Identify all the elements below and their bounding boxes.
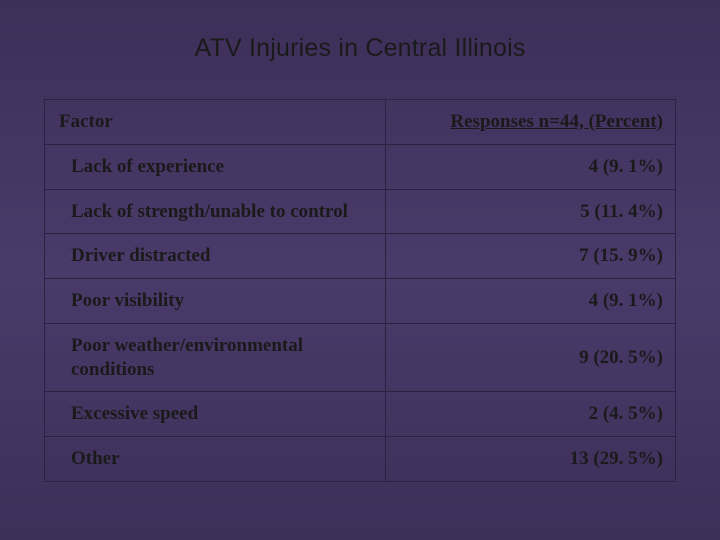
table-row: Poor weather/environmental conditions 9 …	[45, 323, 676, 392]
value-cell: 7 (15. 9%)	[385, 234, 675, 279]
factor-cell: Excessive speed	[45, 392, 386, 437]
value-cell: 2 (4. 5%)	[385, 392, 675, 437]
factor-cell: Driver distracted	[45, 234, 386, 279]
table-row: Other 13 (29. 5%)	[45, 437, 676, 482]
factor-cell: Poor weather/environmental conditions	[45, 323, 386, 392]
value-cell: 13 (29. 5%)	[385, 437, 675, 482]
factor-cell: Lack of strength/unable to control	[45, 189, 386, 234]
value-cell: 9 (20. 5%)	[385, 323, 675, 392]
factors-table: Factor Responses n=44, (Percent) Lack of…	[44, 99, 676, 482]
column-header-factor: Factor	[45, 100, 386, 145]
column-header-responses: Responses n=44, (Percent)	[385, 100, 675, 145]
table-row: Lack of strength/unable to control 5 (11…	[45, 189, 676, 234]
table-header-row: Factor Responses n=44, (Percent)	[45, 100, 676, 145]
value-cell: 4 (9. 1%)	[385, 279, 675, 324]
factor-cell: Poor visibility	[45, 279, 386, 324]
value-cell: 4 (9. 1%)	[385, 144, 675, 189]
table-row: Excessive speed 2 (4. 5%)	[45, 392, 676, 437]
table-row: Poor visibility 4 (9. 1%)	[45, 279, 676, 324]
factor-cell: Lack of experience	[45, 144, 386, 189]
table-row: Lack of experience 4 (9. 1%)	[45, 144, 676, 189]
value-cell: 5 (11. 4%)	[385, 189, 675, 234]
factor-cell: Other	[45, 437, 386, 482]
table-row: Driver distracted 7 (15. 9%)	[45, 234, 676, 279]
slide-title: ATV Injuries in Central Illinois	[44, 34, 676, 63]
slide: ATV Injuries in Central Illinois Factor …	[0, 0, 720, 540]
